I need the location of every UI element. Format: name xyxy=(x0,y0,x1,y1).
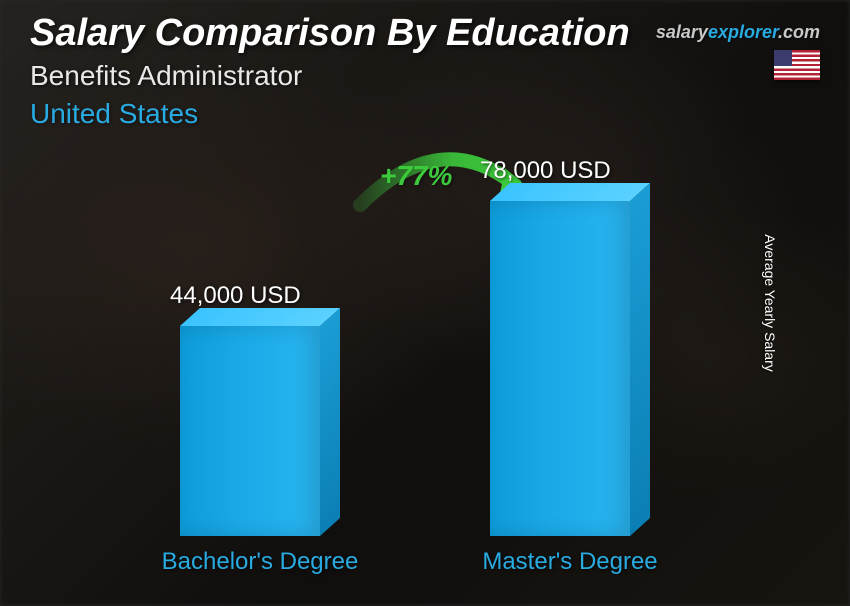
bar-chart: +77% 44,000 USD xyxy=(120,160,730,576)
bar-2-side-face xyxy=(630,183,650,536)
bar-label-2: Master's Degree xyxy=(440,548,700,576)
brand-prefix: salary xyxy=(656,22,708,42)
brand-suffix: .com xyxy=(778,22,820,42)
y-axis-label: Average Yearly Salary xyxy=(761,234,777,372)
chart-country: United States xyxy=(30,98,198,130)
brand-mid: explorer xyxy=(708,22,778,42)
bar-value-2: 78,000 USD xyxy=(480,157,611,185)
bar-1-top-face xyxy=(180,308,340,326)
bar-value-1: 44,000 USD xyxy=(170,282,301,310)
bar-label-1: Bachelor's Degree xyxy=(130,548,390,576)
bar-1-front-face xyxy=(180,326,320,536)
chart-title: Salary Comparison By Education xyxy=(30,12,630,55)
chart-subtitle: Benefits Administrator xyxy=(30,60,302,92)
brand-logo: salaryexplorer.com xyxy=(656,22,820,43)
content-layer: Salary Comparison By Education Benefits … xyxy=(0,0,850,606)
bar-2-top-face xyxy=(490,183,650,201)
bar-1-side-face xyxy=(320,308,340,536)
flag-icon xyxy=(774,50,820,80)
bar-2-front-face xyxy=(490,201,630,536)
